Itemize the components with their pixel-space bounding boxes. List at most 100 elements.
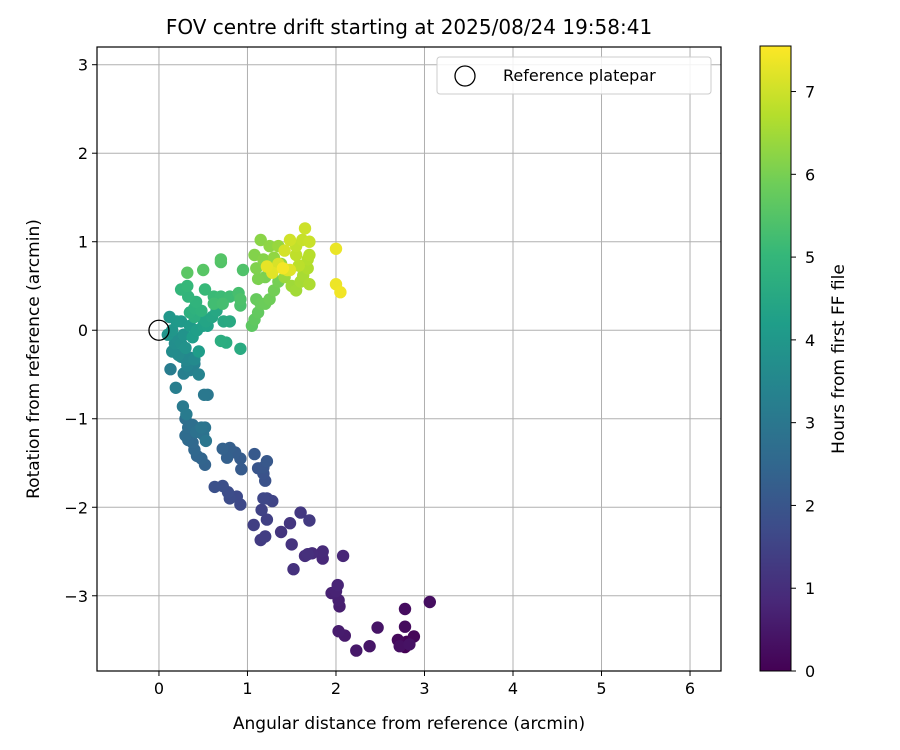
data-point <box>197 263 210 277</box>
data-point <box>223 315 236 328</box>
data-point <box>393 640 406 653</box>
data-point <box>250 262 263 275</box>
data-point <box>192 368 205 381</box>
data-point <box>278 244 291 257</box>
data-point <box>423 595 436 609</box>
data-point <box>283 517 297 530</box>
data-point <box>198 283 212 296</box>
data-point <box>303 278 316 291</box>
data-point <box>192 345 205 358</box>
data-point <box>350 644 363 657</box>
legend-reference-marker <box>454 65 476 87</box>
data-point <box>234 293 247 306</box>
data-point <box>332 625 345 638</box>
data-point <box>316 545 329 558</box>
y-axis-label: Rotation from reference (arcmin) <box>24 219 44 499</box>
data-point <box>303 514 316 527</box>
x-tick-label: 3 <box>419 679 429 698</box>
data-point <box>331 578 344 592</box>
x-axis-label: Angular distance from reference (arcmin) <box>233 714 585 734</box>
data-point <box>287 563 300 576</box>
legend-box <box>436 56 712 95</box>
data-point <box>197 388 211 401</box>
y-tick-label: 3 <box>78 56 88 75</box>
data-point <box>180 408 193 421</box>
colorbar-tick-label: 1 <box>805 579 815 598</box>
data-point <box>259 530 272 543</box>
data-point <box>216 297 229 310</box>
data-point <box>199 434 213 448</box>
colorbar-tick-label: 6 <box>805 165 815 184</box>
x-tick-label: 1 <box>242 679 252 698</box>
data-point <box>195 421 208 434</box>
y-tick-label: −1 <box>64 410 88 429</box>
data-point <box>181 266 194 279</box>
data-point <box>403 638 416 651</box>
x-tick-label: 6 <box>685 679 695 698</box>
scatter-points <box>161 222 436 657</box>
y-tick-label: 1 <box>78 233 88 252</box>
reference-marker-group <box>148 319 170 341</box>
data-point <box>216 442 229 455</box>
colorbar-tick-label: 0 <box>805 662 815 681</box>
data-point <box>276 262 290 275</box>
x-tick-label: 0 <box>154 679 164 698</box>
colorbar-tick-label: 2 <box>805 496 815 515</box>
y-tick-label: 2 <box>78 144 88 163</box>
data-point <box>263 239 276 253</box>
x-tick-label: 4 <box>508 679 518 698</box>
data-point <box>371 621 384 634</box>
x-tick-label: 2 <box>331 679 341 698</box>
data-point <box>283 233 297 247</box>
x-axis-ticks: 0 1 2 3 4 5 6 <box>154 671 695 698</box>
data-point <box>214 253 228 266</box>
data-point <box>285 538 298 551</box>
data-point <box>247 518 260 532</box>
data-point <box>260 260 274 273</box>
data-point <box>260 513 274 526</box>
data-point <box>254 233 267 247</box>
data-point <box>207 297 220 310</box>
x-tick-label: 5 <box>596 679 606 698</box>
data-point <box>301 548 314 561</box>
data-point <box>334 286 347 299</box>
y-tick-label: −2 <box>64 498 88 517</box>
grid-lines <box>97 47 721 671</box>
chart-title: FOV centre drift starting at 2025/08/24 … <box>166 15 652 39</box>
colorbar-tick-label: 5 <box>805 248 815 267</box>
data-point <box>181 279 194 293</box>
data-point <box>164 363 177 376</box>
reference-platepar-marker <box>148 319 170 341</box>
data-point <box>260 455 274 468</box>
data-point <box>208 480 221 494</box>
data-point <box>235 463 248 476</box>
data-point <box>214 334 228 348</box>
data-point <box>179 341 192 355</box>
data-point <box>294 506 307 519</box>
colorbar-label: Hours from first FF file <box>829 264 849 454</box>
data-point <box>329 242 343 255</box>
data-point <box>251 272 265 286</box>
data-point <box>398 602 412 616</box>
data-point <box>303 248 316 262</box>
colorbar-ticks: 0 1 2 3 4 5 6 7 <box>791 83 815 681</box>
data-point <box>255 503 268 517</box>
data-point <box>248 447 261 461</box>
data-point <box>169 381 182 394</box>
data-point <box>298 222 312 235</box>
y-axis-ticks: −3 −2 −1 0 1 2 3 <box>64 56 97 606</box>
data-point <box>257 492 270 505</box>
colorbar-tick-label: 4 <box>805 331 815 350</box>
colorbar <box>759 45 792 672</box>
data-point <box>195 304 208 317</box>
data-point <box>336 549 350 563</box>
data-point <box>363 640 376 653</box>
plot-frame <box>96 46 722 672</box>
colorbar-tick-label: 3 <box>805 414 815 433</box>
data-point <box>398 620 412 633</box>
data-point <box>303 235 316 248</box>
legend-entry-reference: Reference platepar <box>503 66 656 85</box>
data-point <box>274 525 288 539</box>
colorbar-tick-label: 7 <box>805 83 815 102</box>
